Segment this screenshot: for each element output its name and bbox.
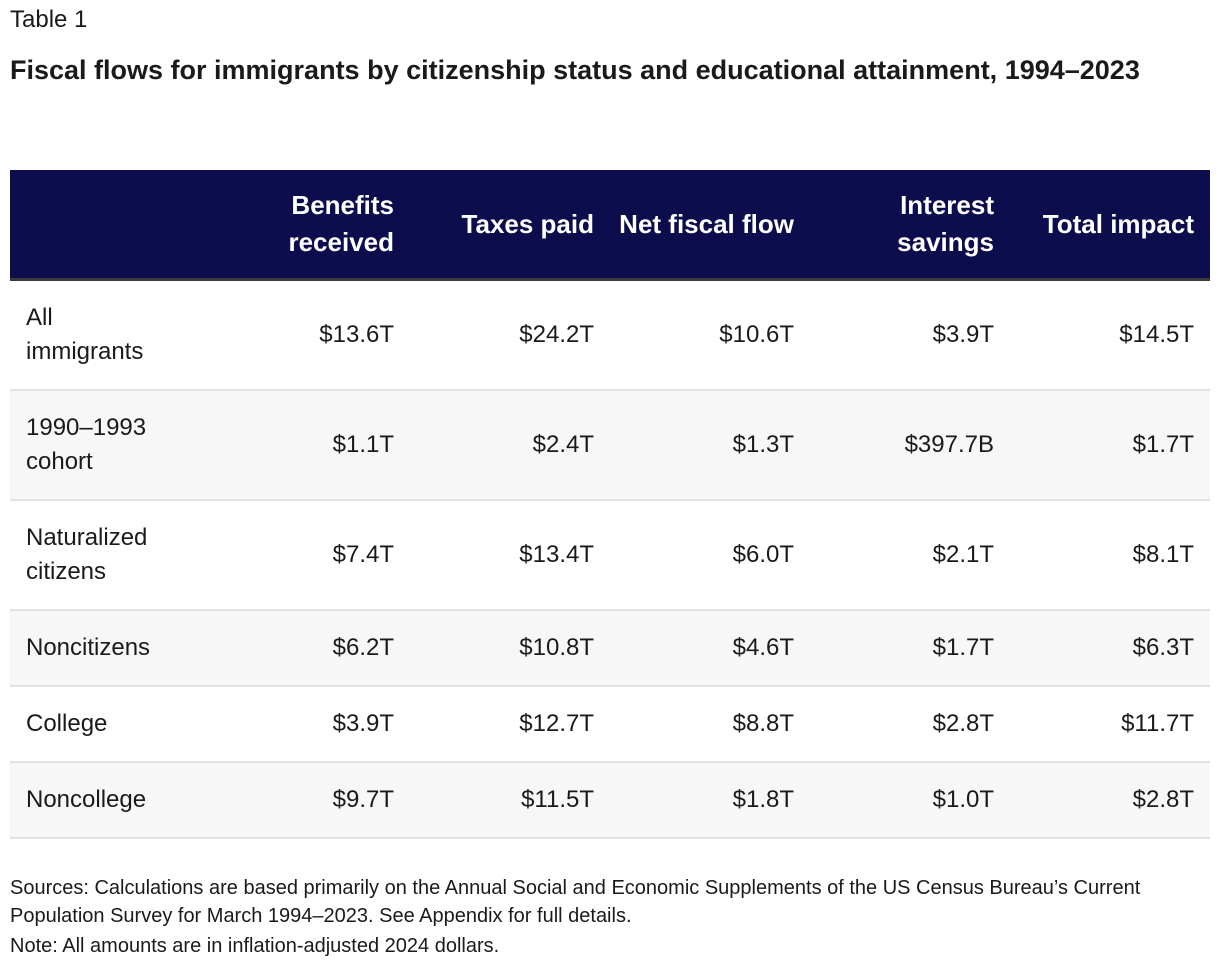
table-row: College $3.9T $12.7T $8.8T $2.8T $11.7T: [10, 686, 1210, 763]
table-cell: $1.7T: [810, 610, 1010, 687]
table-row: All immigrants $13.6T $24.2T $10.6T $3.9T $14…: [10, 279, 1210, 391]
table-cell: $14.5T: [1010, 279, 1210, 391]
footnotes: Sources: Calculations are based primaril…: [10, 874, 1210, 960]
table-cell: $6.0T: [610, 500, 810, 611]
table-cell: $3.9T: [810, 279, 1010, 391]
column-header: Total impact: [1010, 170, 1210, 281]
table-cell: $6.3T: [1010, 610, 1210, 687]
column-header: Benefits received: [210, 170, 410, 281]
table-row: 1990–1993 cohort $1.1T $2.4T $1.3T $397.7B $1…: [10, 390, 1210, 501]
table-cell: $1.1T: [210, 390, 410, 501]
table-label: Table 1: [10, 6, 88, 33]
table-cell: $2.8T: [810, 686, 1010, 763]
table-cell: $2.1T: [810, 500, 1010, 611]
row-label: All immigrants: [10, 279, 210, 391]
table-cell: $6.2T: [210, 610, 410, 687]
table-cell: $13.4T: [410, 500, 610, 611]
table-cell: $4.6T: [610, 610, 810, 687]
row-label: Noncollege: [10, 762, 210, 839]
column-header: Net fiscal flow: [610, 170, 810, 281]
table-row: Noncitizens $6.2T $10.8T $4.6T $1.7T $6.3T: [10, 610, 1210, 687]
table-cell: $2.8T: [1010, 762, 1210, 839]
row-label: College: [10, 686, 210, 763]
table-cell: $9.7T: [210, 762, 410, 839]
fiscal-flows-table: Benefits received Taxes paid Net fiscal fl…: [10, 170, 1210, 839]
note: Note: All amounts are in inflation-adjus…: [10, 935, 500, 957]
row-label: 1990–1993 cohort: [10, 390, 210, 501]
table-cell: $13.6T: [210, 279, 410, 391]
table-cell: $1.3T: [610, 390, 810, 501]
table-cell: $7.4T: [210, 500, 410, 611]
row-label: Noncitizens: [10, 610, 210, 687]
table-cell: $1.0T: [810, 762, 1010, 839]
table-cell: $10.6T: [610, 279, 810, 391]
table-cell: $11.5T: [410, 762, 610, 839]
column-header: [10, 170, 210, 281]
table-title: Fiscal flows for immigrants by citizensh…: [10, 55, 1140, 85]
table-cell: $8.1T: [1010, 500, 1210, 611]
table-cell: $10.8T: [410, 610, 610, 687]
sources-note: Sources: Calculations are based primaril…: [10, 877, 1141, 927]
column-header: Taxes paid: [410, 170, 610, 281]
column-header: Interest savings: [810, 170, 1010, 281]
table-row: Naturalized citizens $7.4T $13.4T $6.0T $2.1…: [10, 500, 1210, 611]
table-cell: $12.7T: [410, 686, 610, 763]
table-cell: $1.7T: [1010, 390, 1210, 501]
table-cell: $8.8T: [610, 686, 810, 763]
table-cell: $397.7B: [810, 390, 1010, 501]
table-cell: $1.8T: [610, 762, 810, 839]
row-label: Naturalized citizens: [10, 500, 210, 611]
table-cell: $3.9T: [210, 686, 410, 763]
table-cell: $24.2T: [410, 279, 610, 391]
table-cell: $2.4T: [410, 390, 610, 501]
table-cell: $11.7T: [1010, 686, 1210, 763]
header-row: Benefits received Taxes paid Net fiscal fl…: [10, 170, 1210, 281]
table-row: Noncollege $9.7T $11.5T $1.8T $1.0T $2.8T: [10, 762, 1210, 839]
